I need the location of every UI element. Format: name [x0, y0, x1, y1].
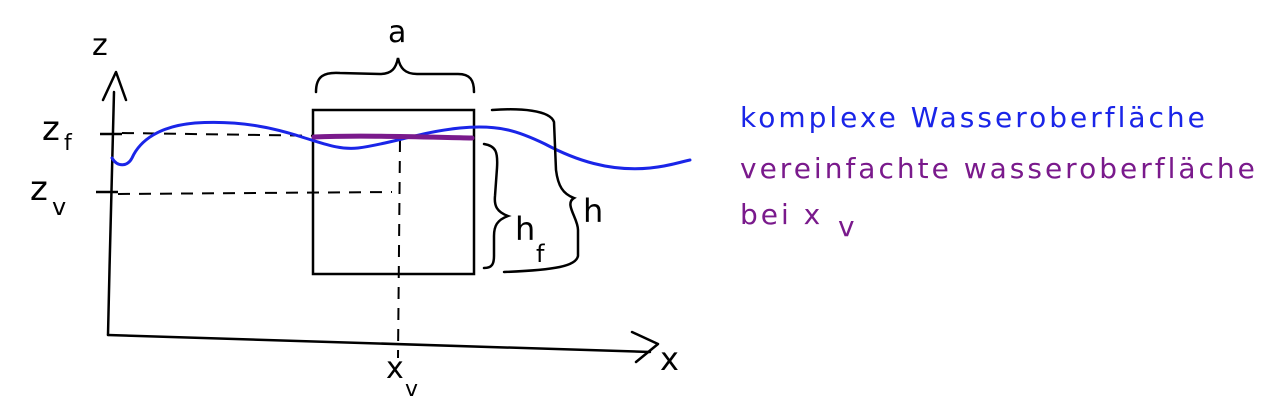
legend-simplified-surface-line1: vereinfachte wasseroberfläche [740, 152, 1258, 185]
z-v-label: z v [30, 169, 66, 221]
legend-complex-surface: komplexe Wasseroberfläche [740, 101, 1208, 134]
svg-text:z: z [30, 169, 48, 209]
z-axis-line [106, 90, 116, 337]
z-axis-arrowhead [101, 70, 128, 102]
h-label: h [583, 192, 603, 230]
x-v-label: x v [386, 351, 418, 402]
h-f-label: h f [515, 210, 545, 268]
control-volume-box [311, 108, 476, 276]
svg-text:f: f [536, 240, 545, 268]
svg-text:v: v [405, 377, 418, 402]
svg-text:f: f [64, 131, 73, 156]
svg-text:bei x: bei x [740, 198, 823, 231]
legend-simplified-surface-line2: bei x v [740, 198, 858, 243]
z-f-label: z f [42, 109, 73, 156]
svg-text:x: x [386, 351, 404, 386]
z-v-dashed-line [117, 191, 393, 195]
simplified-water-surface [311, 133, 475, 141]
h-brace [490, 108, 580, 274]
svg-text:z: z [42, 109, 60, 149]
x-axis-label: x [660, 340, 679, 378]
svg-text:v: v [838, 210, 858, 243]
z-axis-label: z [92, 28, 108, 63]
width-brace [314, 57, 476, 94]
svg-text:v: v [52, 193, 66, 221]
complex-water-surface [110, 120, 692, 171]
x-axis-line [106, 333, 652, 354]
svg-text:h: h [515, 210, 535, 248]
x-axis-arrowhead [630, 330, 660, 364]
x-v-dashed-line [397, 139, 401, 359]
width-label: a [388, 15, 406, 50]
h-f-brace [482, 142, 512, 270]
